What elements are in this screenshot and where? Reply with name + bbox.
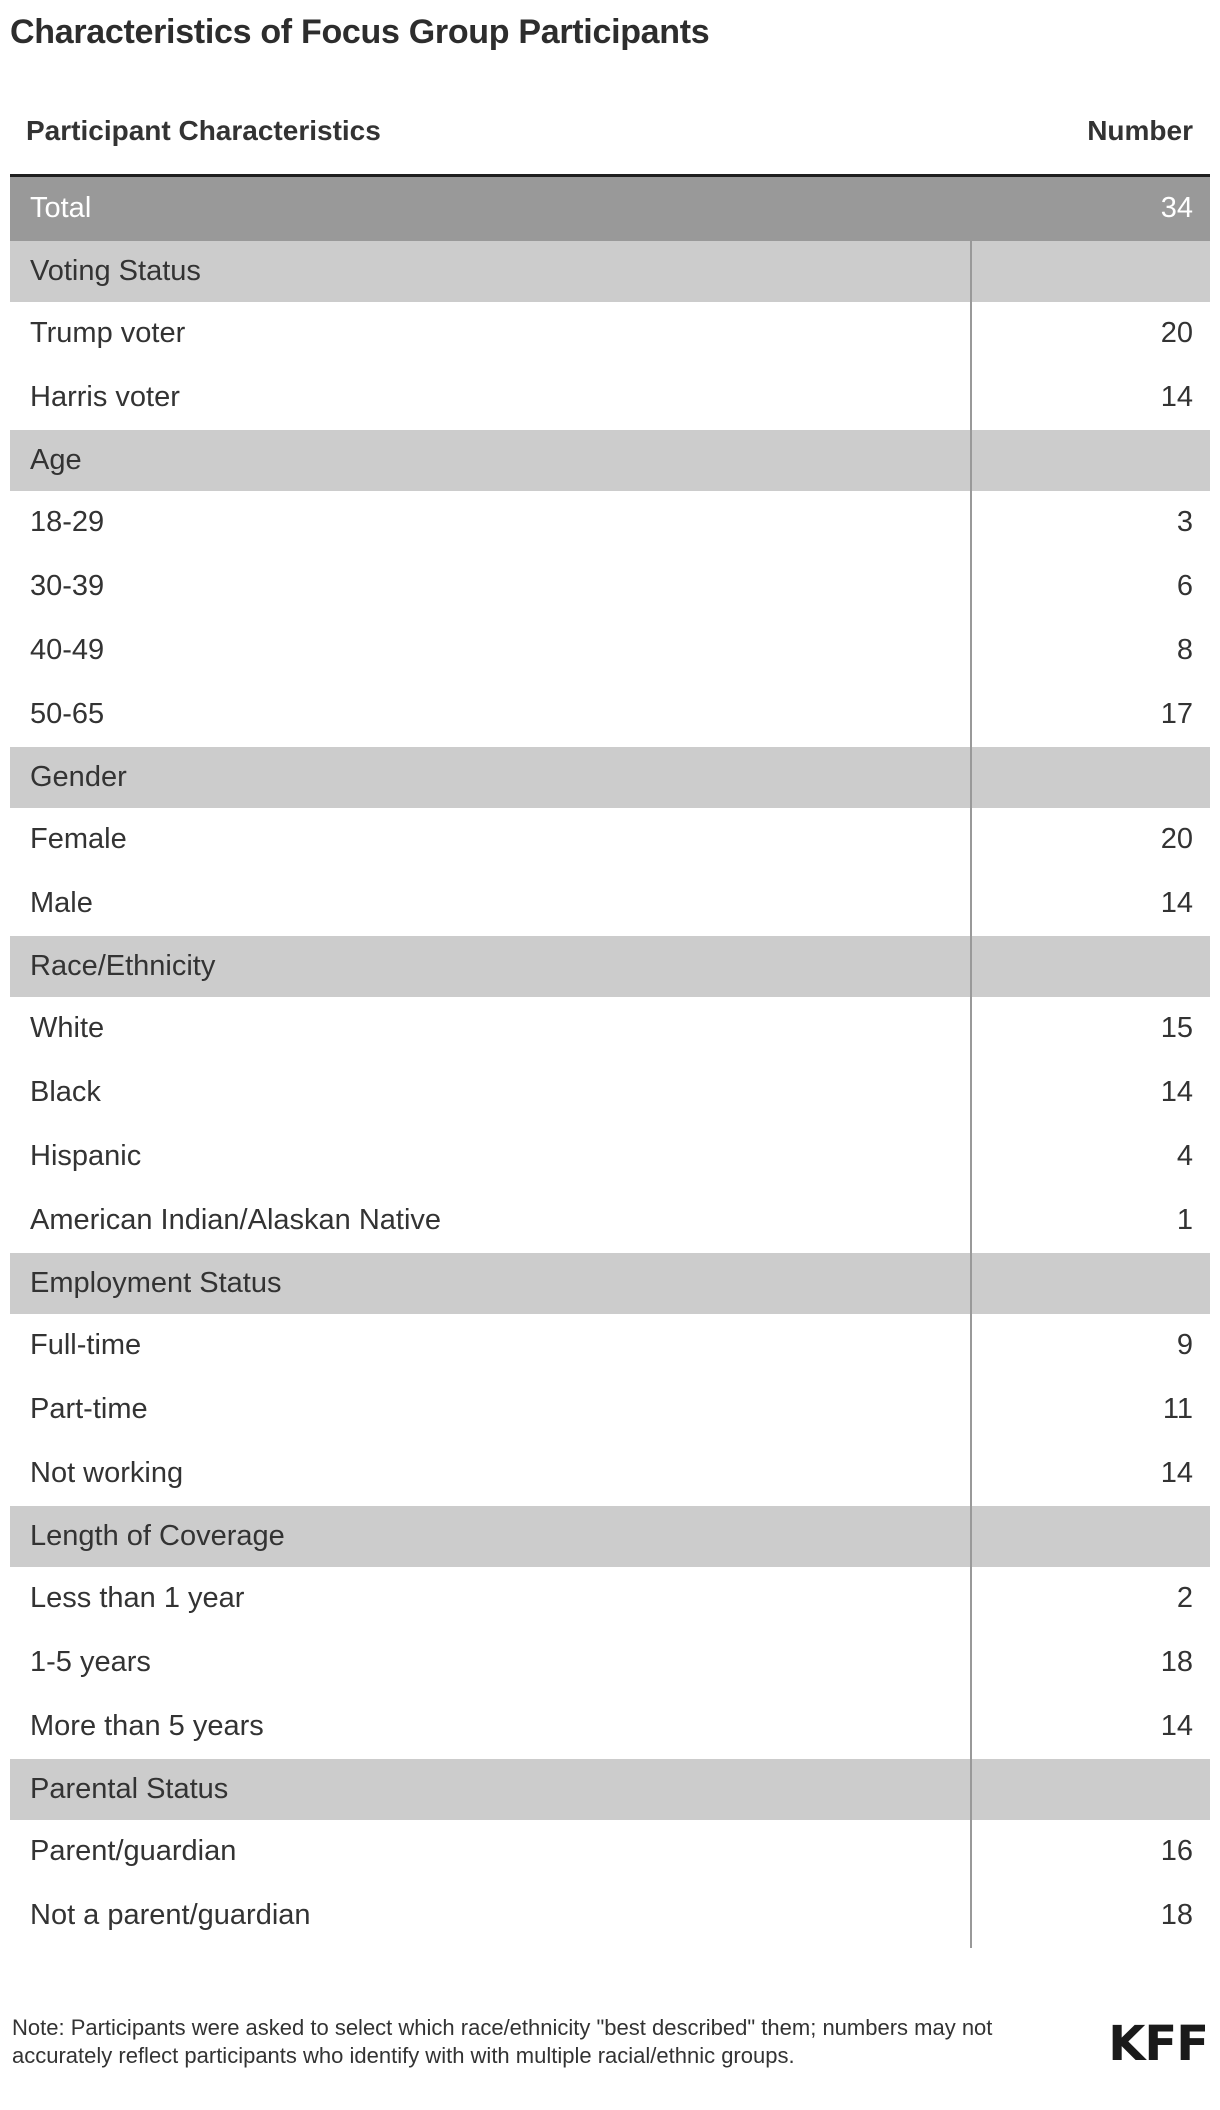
- row-label: Male: [30, 887, 93, 920]
- row-value: 14: [970, 365, 1210, 430]
- row-value: 16: [970, 1819, 1210, 1884]
- row-value: 3: [970, 490, 1210, 555]
- row-label: Part-time: [30, 1393, 148, 1426]
- row-value: 17: [970, 682, 1210, 747]
- section-header-spacer: [970, 429, 1210, 491]
- table-row: 1-5 years 18: [10, 1630, 1210, 1695]
- section-header-row: Age: [10, 429, 1210, 491]
- total-row-value: 34: [1160, 192, 1193, 225]
- section-header-label: Parental Status: [30, 1772, 229, 1805]
- table-row: Part-time 11: [10, 1377, 1210, 1442]
- row-value: 14: [970, 1441, 1210, 1506]
- table-row: Female 20: [10, 807, 1210, 872]
- row-value: 15: [970, 996, 1210, 1061]
- table-row: Parent/guardian 16: [10, 1819, 1210, 1884]
- section-header-label: Employment Status: [30, 1266, 282, 1299]
- row-value: 20: [970, 807, 1210, 872]
- table-row: Trump voter 20: [10, 301, 1210, 366]
- section-header-label: Length of Coverage: [30, 1519, 285, 1552]
- table-row: American Indian/Alaskan Native 1: [10, 1188, 1210, 1253]
- row-value: 4: [970, 1124, 1210, 1189]
- row-value: 20: [970, 301, 1210, 366]
- section-header-label: Race/Ethnicity: [30, 949, 216, 982]
- kff-table-figure: Characteristics of Focus Group Participa…: [0, 12, 1220, 2110]
- section-header-row: Race/Ethnicity: [10, 935, 1210, 997]
- row-value: 14: [970, 1694, 1210, 1759]
- kff-logo: KFF: [1108, 2016, 1209, 2073]
- row-label: Harris voter: [30, 381, 180, 414]
- section-header-label: Age: [30, 443, 82, 476]
- table-row: 18-29 3: [10, 490, 1210, 555]
- row-label: More than 5 years: [30, 1710, 264, 1743]
- section-header-label: Gender: [30, 760, 127, 793]
- section-header-label: Voting Status: [30, 254, 201, 287]
- section-header-spacer: [970, 1505, 1210, 1567]
- section-header-row: Gender: [10, 746, 1210, 808]
- row-value: 11: [970, 1377, 1210, 1442]
- row-label: Not working: [30, 1457, 184, 1490]
- table-row: Hispanic 4: [10, 1124, 1210, 1189]
- table-row: Male 14: [10, 871, 1210, 936]
- section-header-row: Employment Status: [10, 1252, 1210, 1314]
- total-row: Total 34: [10, 176, 1210, 241]
- table-row: Less than 1 year 2: [10, 1566, 1210, 1631]
- table-row: Harris voter 14: [10, 365, 1210, 430]
- table-row: Not working 14: [10, 1441, 1210, 1506]
- table-row: 50-65 17: [10, 682, 1210, 747]
- row-value: 6: [970, 554, 1210, 619]
- row-label: Not a parent/guardian: [30, 1899, 311, 1932]
- section-header-row: Length of Coverage: [10, 1505, 1210, 1567]
- row-label: 18-29: [30, 506, 105, 539]
- table-header-row: Participant Characteristics Number: [10, 115, 1210, 174]
- column-header-characteristics: Participant Characteristics: [26, 114, 381, 146]
- total-row-label: Total: [30, 192, 92, 225]
- section-header-spacer: [970, 1252, 1210, 1314]
- row-value: 8: [970, 618, 1210, 683]
- section-header-spacer: [970, 935, 1210, 997]
- participants-table: Total 34 Voting Status Trump voter 20 Harri…: [10, 173, 1210, 1948]
- row-label: Trump voter: [30, 317, 186, 350]
- section-header-row: Parental Status: [10, 1758, 1210, 1820]
- table-row: Full-time 9: [10, 1313, 1210, 1378]
- row-label: Parent/guardian: [30, 1835, 237, 1868]
- table-row: More than 5 years 14: [10, 1694, 1210, 1759]
- page-title: Characteristics of Focus Group Participa…: [10, 13, 710, 51]
- table-row: 40-49 8: [10, 618, 1210, 683]
- column-header-number: Number: [1087, 114, 1193, 146]
- row-value: 1: [970, 1188, 1210, 1253]
- figure-footer: Note: Participants were asked to select …: [10, 2014, 1210, 2070]
- table-row: White 15: [10, 996, 1210, 1061]
- section-header-spacer: [970, 240, 1210, 302]
- table-row: Black 14: [10, 1060, 1210, 1125]
- row-value: 9: [970, 1313, 1210, 1378]
- row-label: 50-65: [30, 698, 105, 731]
- row-label: American Indian/Alaskan Native: [30, 1204, 442, 1237]
- row-label: 30-39: [30, 570, 105, 603]
- row-label: White: [30, 1012, 105, 1045]
- row-label: 1-5 years: [30, 1646, 151, 1679]
- row-value: 2: [970, 1566, 1210, 1631]
- row-label: Female: [30, 823, 127, 856]
- row-value: 18: [970, 1883, 1210, 1948]
- row-label: Black: [30, 1076, 101, 1109]
- row-label: Full-time: [30, 1329, 142, 1362]
- row-value: 18: [970, 1630, 1210, 1695]
- table-body: Voting Status Trump voter 20 Harris voter 14…: [10, 240, 1210, 1948]
- row-label: Less than 1 year: [30, 1582, 245, 1615]
- footnote: Note: Participants were asked to select …: [12, 2014, 993, 2068]
- table-row: 30-39 6: [10, 554, 1210, 619]
- table-row: Not a parent/guardian 18: [10, 1883, 1210, 1948]
- section-header-row: Voting Status: [10, 240, 1210, 302]
- section-header-spacer: [970, 1758, 1210, 1820]
- row-value: 14: [970, 871, 1210, 936]
- row-label: Hispanic: [30, 1140, 142, 1173]
- row-label: 40-49: [30, 634, 105, 667]
- row-value: 14: [970, 1060, 1210, 1125]
- section-header-spacer: [970, 746, 1210, 808]
